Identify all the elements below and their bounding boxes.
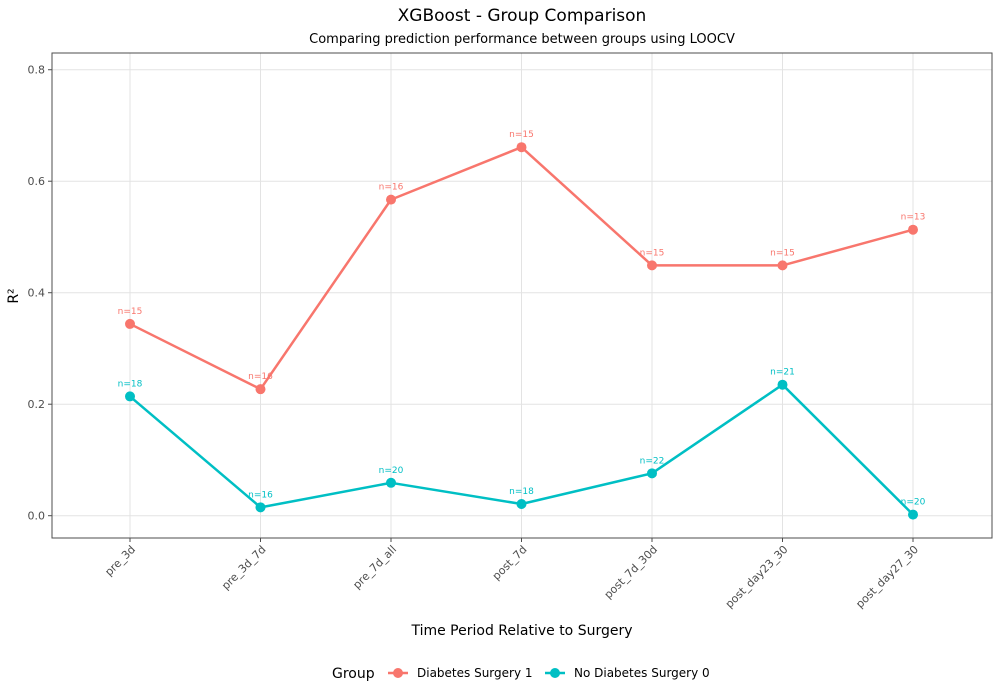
data-point [386,194,396,205]
data-label: n=15 [640,248,665,258]
legend-key-point [550,668,560,678]
legend: Group Diabetes Surgery 1 No Diabetes Surg… [332,666,710,682]
x-tick-label: post_day23_30 [723,543,791,611]
data-label: n=16 [248,372,273,382]
data-label: n=16 [379,183,404,193]
y-axis-title: R² [6,288,22,303]
y-tick-label: 0.2 [28,398,46,411]
data-point [255,502,266,513]
data-point [647,468,657,479]
data-point [908,509,918,520]
x-tick-label: pre_3d [102,543,138,579]
legend-title: Group [332,666,375,682]
x-tick-label: post_day27_30 [853,543,921,611]
data-point [386,477,396,488]
data-label: n=15 [770,248,795,258]
data-point [908,224,918,235]
data-point [516,498,527,509]
data-point [777,260,788,271]
data-label: n=22 [640,456,665,466]
data-label: n=20 [901,498,926,508]
y-tick-label: 0.6 [28,175,46,188]
data-point [125,318,135,329]
x-tick-label: pre_3d_7d [219,543,268,592]
data-label: n=16 [248,490,273,500]
y-tick-label: 0.8 [28,64,46,77]
data-label: n=15 [509,130,534,140]
data-point [255,384,266,395]
data-point [647,260,657,271]
data-label: n=18 [509,487,534,497]
legend-key-point [393,668,403,678]
data-label: n=20 [379,466,404,476]
data-point [516,142,527,153]
chart-title: XGBoost - Group Comparison [398,6,647,26]
x-tick-label: post_7d [490,543,530,583]
data-point [777,379,788,390]
legend-item-label: No Diabetes Surgery 0 [574,666,710,680]
x-tick-label: post_7d_30d [602,543,660,601]
y-tick-label: 0.0 [28,510,46,523]
y-tick-label: 0.4 [28,287,46,300]
data-label: n=18 [118,379,143,389]
x-axis-title: Time Period Relative to Surgery [410,623,632,639]
plot-area: 0.0 0.2 0.4 0.6 0.8 pre_3d pre_3d_7d pre_7d_all… [28,52,993,611]
data-point [125,391,135,402]
data-label: n=21 [770,368,795,378]
legend-item-label: Diabetes Surgery 1 [417,666,533,680]
data-label: n=13 [901,213,926,223]
chart-subtitle: Comparing prediction performance between… [309,32,735,47]
data-label: n=15 [118,307,143,317]
x-tick-label: pre_7d_all [350,543,399,592]
